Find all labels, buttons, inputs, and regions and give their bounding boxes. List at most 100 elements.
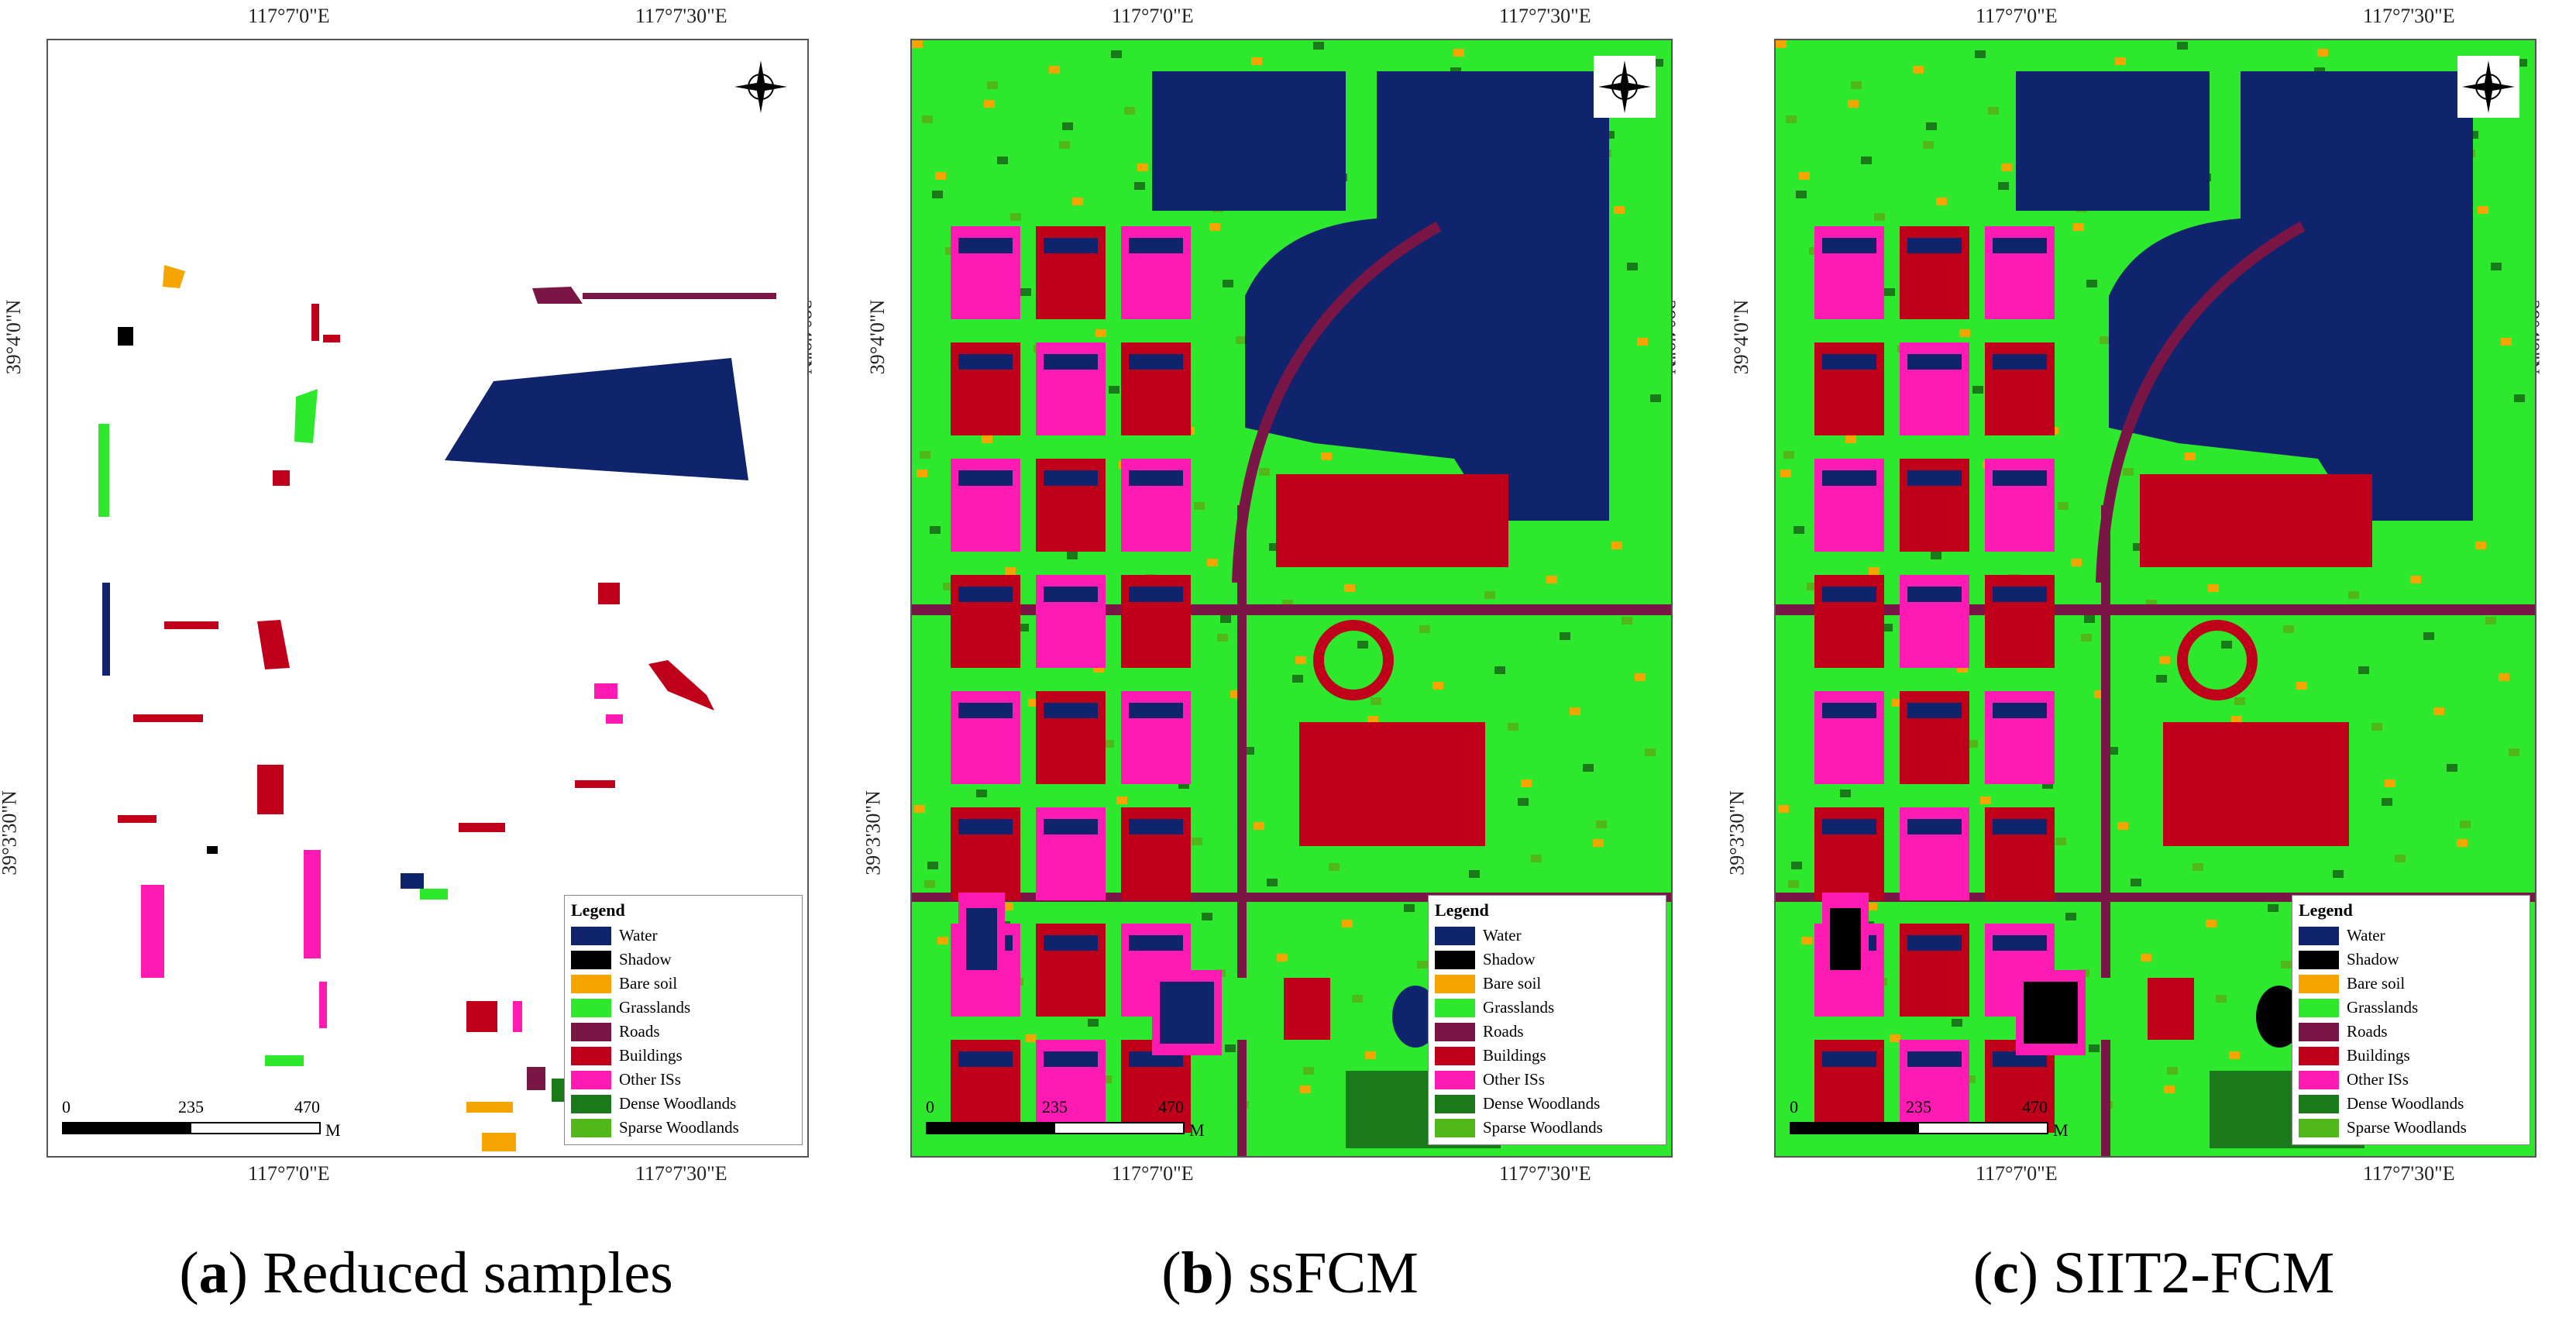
shadow-strip bbox=[1907, 238, 1962, 253]
caption-b: (b) ssFCM bbox=[1161, 1240, 1419, 1306]
left-lat-bottom: 39°3'30"N bbox=[0, 790, 21, 876]
legend-water: Water bbox=[1483, 926, 1522, 944]
track-west-field bbox=[966, 908, 997, 970]
shadow-strip bbox=[1822, 354, 1876, 370]
legend-title: Legend bbox=[1435, 900, 1489, 920]
building-south-central bbox=[2163, 722, 2349, 846]
shadow-strip bbox=[1822, 819, 1876, 834]
legend-dense-woodlands: Dense Woodlands bbox=[619, 1094, 737, 1113]
building-central bbox=[1276, 474, 1508, 567]
scale-max: 470 bbox=[2022, 1097, 2048, 1117]
caption-c: (c) SIIT2-FCM bbox=[1972, 1240, 2335, 1306]
legend-buildings: Buildings bbox=[1483, 1046, 1546, 1065]
shadow-strip bbox=[958, 819, 1013, 834]
shadow-strip bbox=[1044, 1051, 1098, 1067]
legend-title: Legend bbox=[2299, 900, 2353, 920]
roundabout bbox=[2177, 620, 2258, 700]
legend-shadow: Shadow bbox=[1483, 950, 1536, 969]
shadow-strip bbox=[1129, 238, 1183, 253]
scale-zero: 0 bbox=[1790, 1097, 1798, 1117]
caption-a: (a) Reduced samples bbox=[179, 1240, 673, 1306]
shadow-strip bbox=[1907, 703, 1962, 718]
shadow-strip bbox=[1129, 703, 1183, 718]
sample-roads bbox=[532, 287, 583, 304]
legend-water: Water bbox=[619, 926, 658, 944]
track-south-field bbox=[1160, 982, 1214, 1044]
sample-bare-soil bbox=[163, 265, 185, 288]
legend-buildings: Buildings bbox=[2347, 1046, 2410, 1065]
bottom-lon-left: 117°7'0"E bbox=[1112, 1162, 1194, 1185]
legend-grasslands: Grasslands bbox=[619, 998, 691, 1017]
legend-grasslands: Grasslands bbox=[1483, 998, 1555, 1017]
legend-bare-soil: Bare soil bbox=[1483, 974, 1542, 993]
north-arrow-icon bbox=[730, 56, 792, 118]
shadow-strip bbox=[1129, 470, 1183, 486]
shadow-strip bbox=[1822, 703, 1876, 718]
shadow-strip bbox=[1129, 587, 1183, 602]
scale-mid: 235 bbox=[178, 1097, 204, 1117]
shadow-strip bbox=[1907, 470, 1962, 486]
caption-a-letter: a bbox=[198, 1240, 229, 1306]
legend-title: Legend bbox=[571, 900, 625, 920]
shadow-strip bbox=[1822, 587, 1876, 602]
legend: Legend Water Shadow Bare soil Grasslands… bbox=[564, 895, 803, 1145]
shadow-strip bbox=[958, 703, 1013, 718]
legend-dense-woodlands: Dense Woodlands bbox=[2347, 1094, 2464, 1113]
track-west-field bbox=[1830, 908, 1861, 970]
scale-max: 470 bbox=[1158, 1097, 1184, 1117]
left-lat-bottom: 39°3'30"N bbox=[1725, 790, 1749, 876]
left-lat-top: 39°4'0"N bbox=[1730, 299, 1753, 375]
road-north-south bbox=[2101, 505, 2110, 1156]
legend-buildings: Buildings bbox=[619, 1046, 683, 1065]
caption-b-letter: b bbox=[1181, 1240, 1214, 1306]
panel-b: 117°7'0"E 117°7'30"E 117°7'0"E 117°7'30"… bbox=[862, 0, 1716, 1335]
legend-grasslands: Grasslands bbox=[2347, 998, 2419, 1017]
caption-c-text: SIIT2-FCM bbox=[2053, 1240, 2335, 1306]
scale-zero: 0 bbox=[926, 1097, 934, 1117]
pond-south bbox=[1392, 986, 1439, 1048]
sample-grass bbox=[294, 389, 318, 443]
map-frame-a[interactable]: 0 235 470 M Legend Water Shadow Bare soi… bbox=[46, 39, 809, 1158]
shadow-strip bbox=[1907, 1051, 1962, 1067]
bottom-lon-right: 117°7'30"E bbox=[1499, 1162, 1591, 1185]
track-south-field bbox=[2024, 982, 2078, 1044]
left-lat-top: 39°4'0"N bbox=[866, 299, 889, 375]
legend-dense-woodlands: Dense Woodlands bbox=[1483, 1094, 1601, 1113]
left-lat-top: 39°4'0"N bbox=[2, 299, 26, 375]
shadow-strip bbox=[1129, 819, 1183, 834]
legend-roads: Roads bbox=[1483, 1022, 1524, 1041]
shadow-strip bbox=[1044, 587, 1098, 602]
shadow-strip bbox=[1822, 1051, 1876, 1067]
bottom-lon-right: 117°7'30"E bbox=[2363, 1162, 2455, 1185]
shadow-strip bbox=[958, 587, 1013, 602]
north-arrow-icon bbox=[2457, 56, 2519, 118]
building-central bbox=[2140, 474, 2372, 567]
top-lon-left: 117°7'0"E bbox=[1976, 5, 2058, 27]
top-lon-right: 117°7'30"E bbox=[1499, 5, 1591, 27]
legend-bare-soil: Bare soil bbox=[619, 974, 678, 993]
shadow-strip bbox=[1044, 703, 1098, 718]
legend-sparse-woodlands: Sparse Woodlands bbox=[619, 1118, 739, 1137]
scale-bar: 0 235 470 M bbox=[926, 1097, 1205, 1141]
scale-unit: M bbox=[1189, 1120, 1205, 1140]
shadow-strip bbox=[958, 238, 1013, 253]
legend: Legend Water Shadow Bare soil Grasslands… bbox=[2292, 895, 2530, 1145]
map-frame-c[interactable]: 0 235 470 M Legend Water Shadow Bare soi… bbox=[1774, 39, 2536, 1158]
sample-buildings bbox=[311, 304, 319, 341]
legend-other-iss: Other ISs bbox=[619, 1070, 681, 1089]
shadow-strip bbox=[1044, 819, 1098, 834]
shadow-strip bbox=[1044, 935, 1098, 951]
shadow-strip bbox=[1907, 819, 1962, 834]
pond-south bbox=[2256, 986, 2303, 1048]
roundabout bbox=[1313, 620, 1394, 700]
top-lon-left: 117°7'0"E bbox=[1112, 5, 1194, 27]
top-lon-right: 117°7'30"E bbox=[635, 5, 727, 27]
scale-unit: M bbox=[325, 1120, 341, 1140]
sports-field bbox=[1222, 978, 1268, 1040]
scale-bar: 0 235 470 M bbox=[62, 1097, 341, 1141]
road-north-south bbox=[1237, 505, 1247, 1156]
shadow-strip bbox=[1907, 587, 1962, 602]
shadow-strip bbox=[958, 470, 1013, 486]
map-frame-b[interactable]: 0 235 470 M Legend Water Shadow Bare soi… bbox=[910, 39, 1673, 1158]
shadow-strip bbox=[1044, 470, 1098, 486]
